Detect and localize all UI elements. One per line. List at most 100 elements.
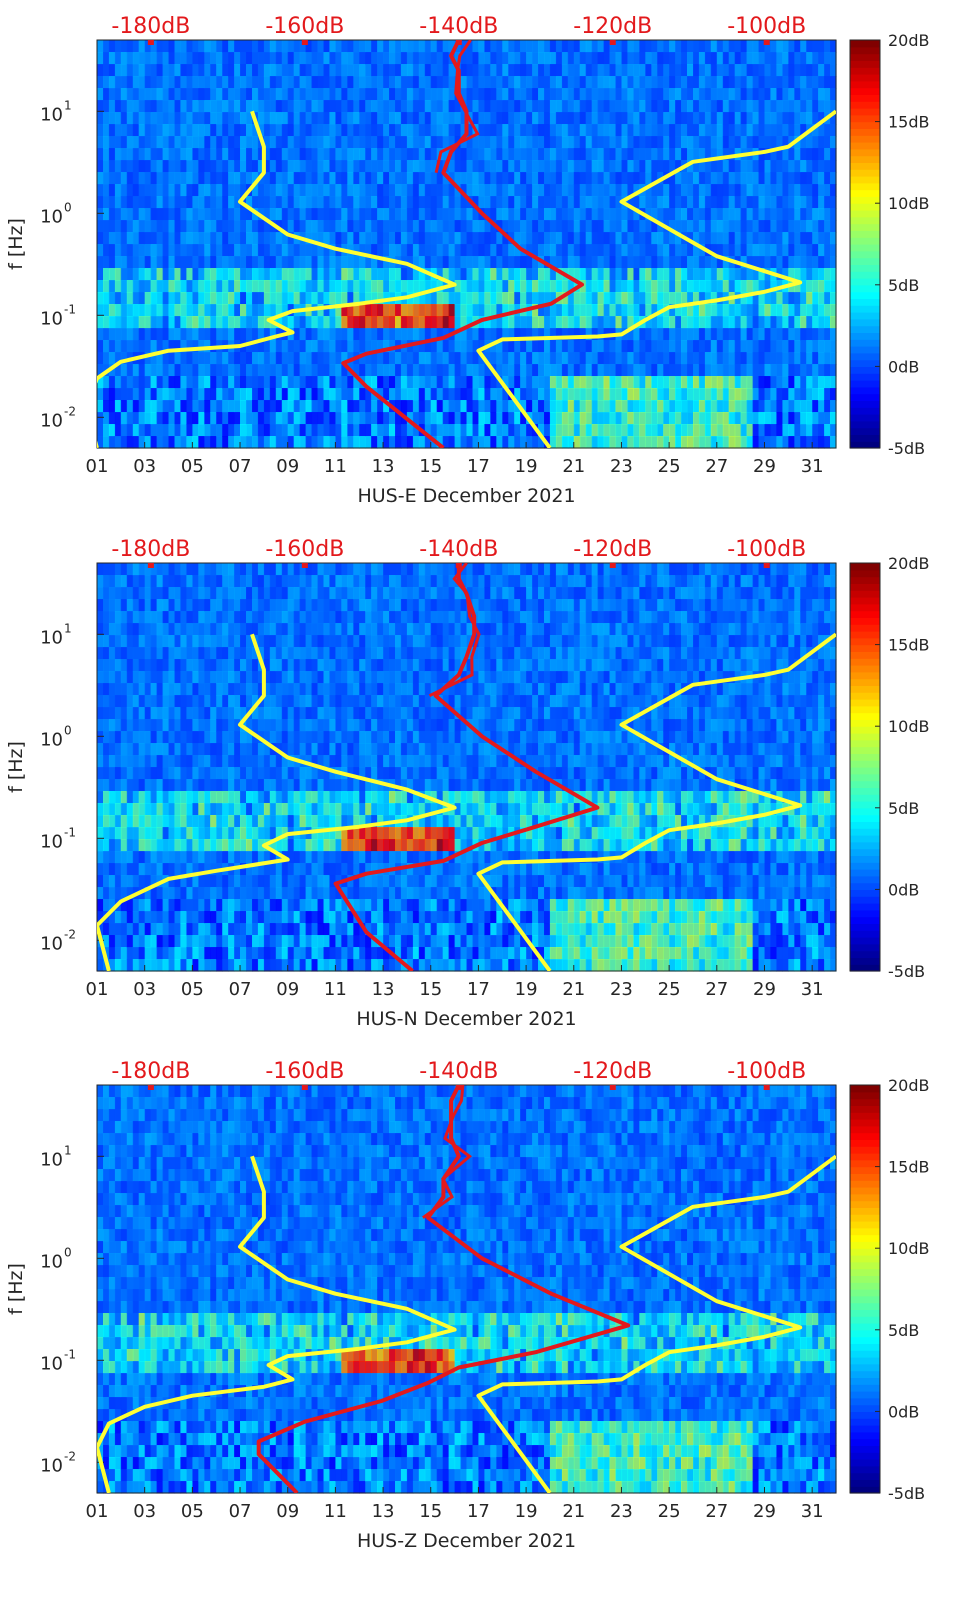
spectrogram-cell <box>383 64 390 77</box>
spectrogram-cell <box>579 112 587 125</box>
spectrogram-cell <box>222 412 229 425</box>
spectrogram-cell <box>132 683 140 696</box>
spectrogram-cell <box>257 184 265 197</box>
spectrogram-cell <box>633 160 640 173</box>
spectrogram-cell <box>567 352 575 365</box>
spectrogram-cell <box>204 875 211 888</box>
spectrogram-cell <box>514 64 521 77</box>
colorbar-segment <box>850 80 880 89</box>
spectrogram-cell <box>341 124 348 137</box>
spectrogram-cell <box>395 160 402 173</box>
spectrogram-cell <box>758 340 766 353</box>
spectrogram-cell <box>693 124 700 137</box>
spectrogram-cell <box>180 52 187 65</box>
spectrogram-cell <box>681 268 688 281</box>
spectrogram-cell <box>126 328 134 341</box>
spectrogram-cell <box>812 364 819 377</box>
spectrogram-cell <box>526 388 533 401</box>
spectrogram-cell <box>359 328 366 341</box>
spectrogram-cell <box>97 436 104 449</box>
spectrogram-cell <box>180 148 187 161</box>
spectrogram-cell <box>210 88 217 101</box>
spectrogram-cell <box>412 124 420 137</box>
spectrogram-cell <box>293 328 301 341</box>
spectrogram-cell <box>323 304 331 317</box>
spectrogram-cell <box>681 388 688 401</box>
colorbar-segment <box>850 230 880 238</box>
spectrogram-cell <box>305 232 313 245</box>
spectrogram-cell <box>776 424 783 437</box>
spectrogram-cell <box>216 148 223 161</box>
spectrogram-cell <box>430 220 438 233</box>
spectrogram-cell <box>383 112 390 125</box>
spectrogram-cell <box>144 436 152 449</box>
spectrogram-cell <box>472 244 480 257</box>
spectrogram-cell <box>138 803 146 816</box>
spectrogram-cell <box>633 136 640 149</box>
spectrogram-cell <box>591 316 599 329</box>
spectrogram-cell <box>156 208 164 221</box>
spectrogram-cell <box>526 220 533 233</box>
spectrogram-cell <box>544 280 551 293</box>
spectrogram-cell <box>693 304 700 317</box>
spectrogram-cell <box>508 364 515 377</box>
spectrogram-cell <box>246 292 253 305</box>
spectrogram-cell <box>222 316 229 329</box>
spectrogram-cell <box>311 124 319 137</box>
spectrogram-cell <box>687 328 694 341</box>
spectrogram-cell <box>180 280 187 293</box>
spectrogram-cell <box>526 400 533 413</box>
spectrogram-cell <box>222 64 229 77</box>
colorbar-segment <box>850 135 880 143</box>
spectrogram-cell <box>281 340 289 353</box>
spectrogram-cell <box>824 232 831 245</box>
spectrogram-cell <box>198 599 205 612</box>
spectrogram-cell <box>168 659 176 672</box>
spectrogram-cell <box>287 208 295 221</box>
spectrogram-cell <box>198 88 205 101</box>
spectrogram-cell <box>687 124 694 137</box>
spectrogram-cell <box>114 316 122 329</box>
spectrogram-cell <box>216 40 223 53</box>
spectrogram-cell <box>335 352 342 365</box>
spectrogram-cell <box>108 268 116 281</box>
spectrogram-cell <box>186 400 193 413</box>
spectrogram-cell <box>734 244 742 257</box>
spectrogram-cell <box>502 160 509 173</box>
spectrogram-cell <box>782 160 789 173</box>
spectrogram-cell <box>395 364 402 377</box>
colorbar-segment <box>850 400 880 408</box>
spectrogram-cell <box>710 304 718 317</box>
spectrogram-cell <box>478 76 485 89</box>
spectrogram-cell <box>395 328 402 341</box>
spectrogram-cell <box>794 400 801 413</box>
spectrogram-cell <box>132 328 140 341</box>
spectrogram-cell <box>532 64 539 77</box>
spectrogram-cell <box>782 52 789 65</box>
spectrogram-cell <box>693 352 700 365</box>
spectrogram-cell <box>621 124 629 137</box>
spectrogram-cell <box>347 436 354 449</box>
spectrogram-cell <box>240 364 247 377</box>
spectrogram-cell <box>615 172 623 185</box>
spectrogram-cell <box>544 64 551 77</box>
spectrogram-cell <box>132 76 140 89</box>
spectrogram-cell <box>824 400 831 413</box>
spectrogram-cell <box>824 316 831 329</box>
spectrogram-cell <box>198 839 205 852</box>
spectrogram-cell <box>693 160 700 173</box>
spectrogram-cell <box>168 827 176 840</box>
spectrogram-cell <box>812 400 819 413</box>
spectrogram-cell <box>323 256 331 269</box>
spectrogram-cell <box>103 436 110 449</box>
spectrogram-cell <box>138 340 146 353</box>
spectrogram-cell <box>138 316 146 329</box>
spectrogram-cell <box>240 412 247 425</box>
spectrogram-cell <box>228 268 235 281</box>
spectrogram-cell <box>198 268 205 281</box>
spectrogram-cell <box>806 388 813 401</box>
spectrogram-cell <box>311 232 319 245</box>
spectrogram-cell <box>430 172 438 185</box>
spectrogram-cell <box>698 52 706 65</box>
spectrogram-cell <box>794 208 801 221</box>
